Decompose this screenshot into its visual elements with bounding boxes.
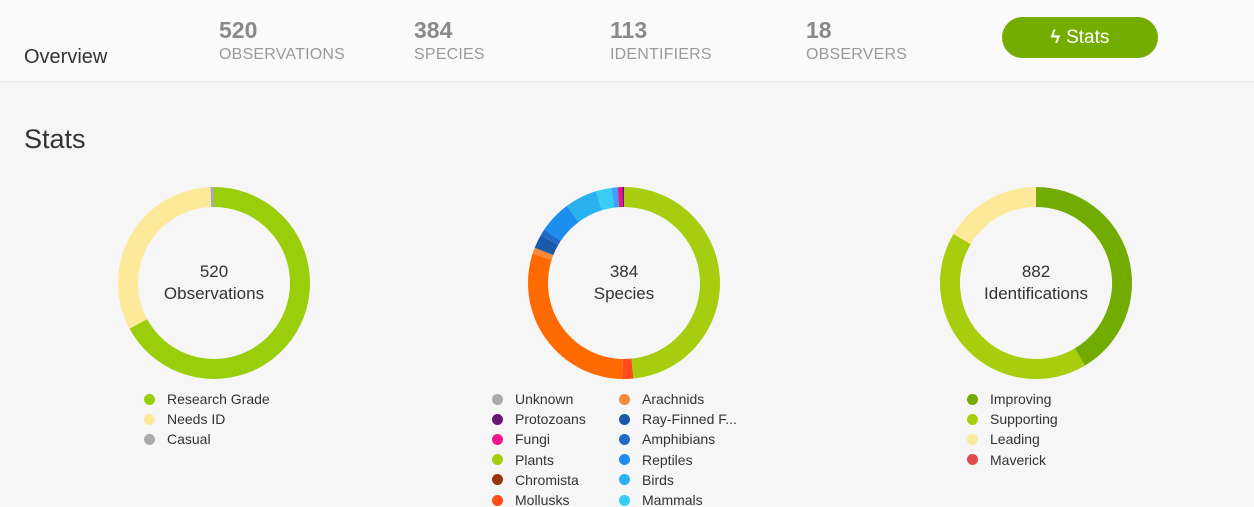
legend-swatch (144, 394, 155, 405)
legend-item: Fungi (492, 429, 586, 449)
observers-label: OBSERVERS (806, 44, 907, 66)
observations-legend: Research Grade Needs ID Casual (144, 389, 270, 450)
stats-button-label: Stats (1066, 27, 1109, 49)
legend-label: Mammals (642, 492, 703, 507)
legend-label: Fungi (515, 431, 550, 447)
legend-item: Leading (967, 429, 1058, 449)
legend-swatch (144, 434, 155, 445)
legend-swatch (967, 454, 978, 465)
legend-swatch (967, 414, 978, 425)
overview-title: Overview (24, 46, 107, 69)
legend-swatch (619, 434, 630, 445)
legend-item: Reptiles (619, 450, 737, 470)
legend-item: Mollusks (492, 490, 586, 507)
legend-item: Casual (144, 429, 270, 449)
observations-donut-chart: 520 Observations (116, 185, 312, 381)
legend-item: Chromista (492, 470, 586, 490)
observations-donut-center: 520 Observations (116, 185, 312, 381)
legend-swatch (619, 394, 630, 405)
legend-swatch (492, 414, 503, 425)
legend-swatch (492, 394, 503, 405)
observers-count: 18 (806, 16, 907, 44)
observations-center-label: Observations (164, 283, 264, 305)
identifications-donut-chart: 882 Identifications (938, 185, 1134, 381)
legend-swatch (492, 434, 503, 445)
species-label: SPECIES (414, 44, 485, 66)
legend-item: Protozoans (492, 409, 586, 429)
legend-label: Birds (642, 472, 674, 488)
legend-label: Ray-Finned F... (642, 411, 737, 427)
legend-label: Reptiles (642, 452, 693, 468)
legend-label: Protozoans (515, 411, 586, 427)
identifications-total: 882 (1022, 261, 1050, 283)
legend-swatch (492, 454, 503, 465)
section-title: Stats (24, 124, 86, 155)
legend-label: Research Grade (167, 391, 270, 407)
legend-item: Arachnids (619, 389, 737, 409)
legend-item: Mammals (619, 490, 737, 507)
tab-observers[interactable]: 18 OBSERVERS (806, 16, 907, 66)
legend-item: Supporting (967, 409, 1058, 429)
legend-item: Needs ID (144, 409, 270, 429)
legend-item: Unknown (492, 389, 586, 409)
stats-button[interactable]: ϟ Stats (1002, 17, 1158, 58)
legend-swatch (492, 474, 503, 485)
species-count: 384 (414, 16, 485, 44)
legend-label: Casual (167, 431, 211, 447)
stats-header-bar: Overview 520 OBSERVATIONS 384 SPECIES 11… (0, 0, 1254, 82)
legend-swatch (144, 414, 155, 425)
species-legend-right: Arachnids Ray-Finned F... Amphibians Reptil… (619, 389, 737, 507)
legend-swatch (492, 495, 503, 506)
legend-item: Amphibians (619, 429, 737, 449)
legend-item: Plants (492, 450, 586, 470)
legend-swatch (967, 394, 978, 405)
legend-swatch (619, 414, 630, 425)
legend-label: Arachnids (642, 391, 704, 407)
observations-label: OBSERVATIONS (219, 44, 345, 66)
legend-label: Leading (990, 431, 1040, 447)
legend-swatch (619, 495, 630, 506)
tab-identifiers[interactable]: 113 IDENTIFIERS (610, 16, 712, 66)
tab-species[interactable]: 384 SPECIES (414, 16, 485, 66)
identifications-center-label: Identifications (984, 283, 1088, 305)
legend-label: Maverick (990, 452, 1046, 468)
species-center-label: Species (594, 283, 654, 305)
legend-label: Chromista (515, 472, 579, 488)
legend-label: Mollusks (515, 492, 569, 507)
bolt-icon: ϟ (1051, 27, 1061, 48)
legend-item: Ray-Finned F... (619, 409, 737, 429)
legend-item: Research Grade (144, 389, 270, 409)
legend-label: Plants (515, 452, 554, 468)
species-donut-chart: 384 Species (526, 185, 722, 381)
species-total: 384 (610, 261, 638, 283)
legend-item: Maverick (967, 450, 1058, 470)
observations-count: 520 (219, 16, 345, 44)
tab-observations[interactable]: 520 OBSERVATIONS (219, 16, 345, 66)
legend-item: Improving (967, 389, 1058, 409)
species-donut-center: 384 Species (526, 185, 722, 381)
legend-swatch (967, 434, 978, 445)
legend-label: Needs ID (167, 411, 225, 427)
legend-label: Improving (990, 391, 1051, 407)
species-legend-left: Unknown Protozoans Fungi Plants Chromista Mol… (492, 389, 586, 507)
legend-swatch (619, 454, 630, 465)
legend-label: Amphibians (642, 431, 715, 447)
identifiers-count: 113 (610, 16, 712, 44)
legend-swatch (619, 474, 630, 485)
observations-total: 520 (200, 261, 228, 283)
legend-label: Supporting (990, 411, 1058, 427)
identifiers-label: IDENTIFIERS (610, 44, 712, 66)
identifications-legend: Improving Supporting Leading Maverick (967, 389, 1058, 470)
identifications-donut-center: 882 Identifications (938, 185, 1134, 381)
legend-label: Unknown (515, 391, 573, 407)
legend-item: Birds (619, 470, 737, 490)
